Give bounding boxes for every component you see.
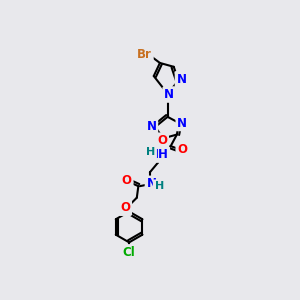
Text: O: O bbox=[122, 174, 132, 187]
Text: H: H bbox=[146, 147, 155, 157]
Text: N: N bbox=[146, 120, 156, 133]
Text: N: N bbox=[177, 116, 187, 130]
Text: N: N bbox=[176, 73, 187, 85]
Text: NH: NH bbox=[148, 148, 168, 161]
Text: Br: Br bbox=[137, 48, 152, 61]
Text: O: O bbox=[120, 201, 130, 214]
Text: N: N bbox=[164, 88, 174, 101]
Text: H: H bbox=[154, 181, 164, 191]
Text: O: O bbox=[177, 143, 187, 156]
Text: Cl: Cl bbox=[123, 246, 136, 259]
Text: O: O bbox=[157, 134, 167, 147]
Text: N: N bbox=[146, 177, 156, 190]
